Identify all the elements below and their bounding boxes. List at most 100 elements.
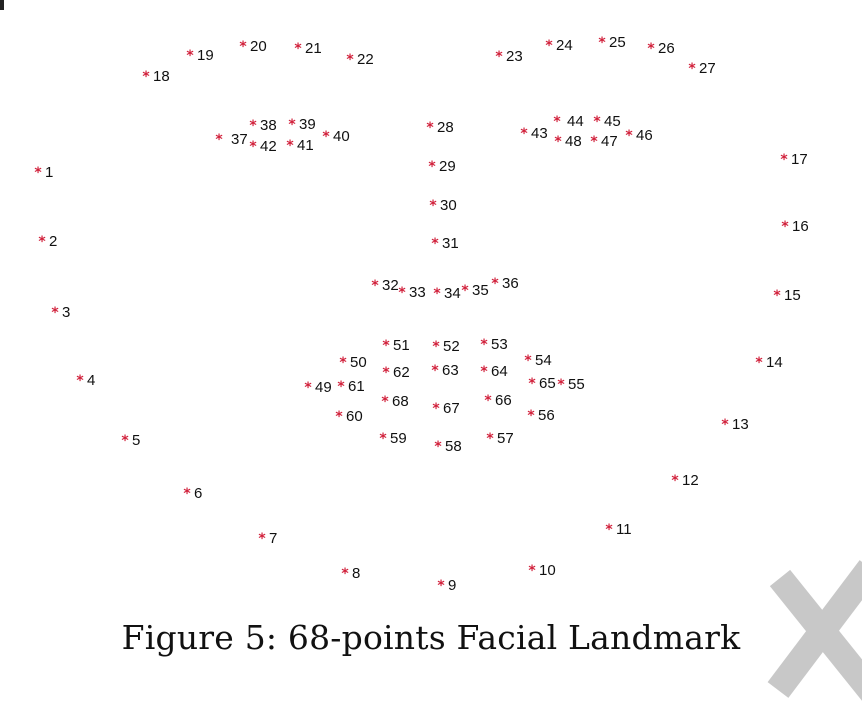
landmark-label: 60	[346, 408, 363, 425]
landmark-label: 17	[791, 151, 808, 168]
landmark-21: * 21	[294, 40, 321, 57]
landmark-label: 21	[305, 40, 322, 57]
landmark-label: 32	[382, 277, 399, 294]
landmark-1: * 1	[34, 164, 53, 181]
landmark-label: 27	[699, 60, 716, 77]
landmark-label: 38	[260, 117, 277, 134]
landmark-marker: *	[527, 408, 535, 424]
landmark-marker: *	[593, 114, 601, 130]
landmark-marker: *	[625, 128, 633, 144]
landmark-label: 52	[443, 338, 460, 355]
landmark-48: * 48	[554, 133, 581, 150]
landmark-marker: *	[371, 278, 379, 294]
landmark-label: 64	[491, 363, 508, 380]
landmark-27: * 27	[688, 60, 715, 77]
landmark-label: 59	[390, 430, 407, 447]
landmark-marker: *	[382, 365, 390, 381]
landmark-62: * 62	[382, 364, 409, 381]
landmark-label: 46	[636, 127, 653, 144]
facial-landmark-diagram: * 1* 2* 3* 4* 5* 6* 7* 8* 9* 10* 11* 12* 13* 14* 15* 16*…	[34, 34, 808, 594]
landmark-marker: *	[249, 139, 257, 155]
landmark-label: 10	[539, 562, 556, 579]
landmark-38: * 38	[249, 117, 276, 134]
landmark-label: 8	[352, 565, 360, 582]
landmark-marker: *	[186, 48, 194, 64]
landmark-label: 49	[315, 379, 332, 396]
landmark-marker: *	[335, 409, 343, 425]
landmark-marker: *	[337, 379, 345, 395]
landmark-45: * 45	[593, 113, 620, 130]
landmark-label: 51	[393, 337, 410, 354]
landmark-65: * 65	[528, 375, 555, 392]
landmark-51: * 51	[382, 337, 409, 354]
landmark-label: 53	[491, 336, 508, 353]
landmark-marker: *	[528, 563, 536, 579]
landmark-marker: *	[484, 393, 492, 409]
landmark-label: 29	[439, 158, 456, 175]
landmark-66: * 66	[484, 392, 511, 409]
landmark-label: 2	[49, 233, 57, 250]
landmark-label: 57	[497, 430, 514, 447]
landmark-marker: *	[495, 49, 503, 65]
landmark-label: 14	[766, 354, 783, 371]
landmark-marker: *	[339, 355, 347, 371]
landmark-label: 23	[506, 48, 523, 65]
landmark-52: * 52	[432, 338, 459, 355]
landmark-label: 42	[260, 138, 277, 155]
landmark-marker: *	[288, 117, 296, 133]
landmark-marker: *	[428, 159, 436, 175]
landmark-label: 1	[45, 164, 53, 181]
landmark-20: * 20	[239, 38, 266, 55]
landmark-42: * 42	[249, 138, 276, 155]
landmark-58: * 58	[434, 438, 461, 455]
landmark-49: * 49	[304, 379, 331, 396]
landmark-marker: *	[183, 486, 191, 502]
landmark-label: 66	[495, 392, 512, 409]
landmark-label: 37	[231, 131, 248, 148]
landmark-64: * 64	[480, 363, 507, 380]
landmark-label: 11	[616, 521, 632, 538]
landmark-label: 22	[357, 51, 374, 68]
landmark-marker: *	[239, 39, 247, 55]
landmark-label: 58	[445, 438, 462, 455]
landmark-marker: *	[294, 41, 302, 57]
landmark-marker: *	[429, 198, 437, 214]
landmark-5: * 5	[121, 432, 140, 449]
landmark-marker: *	[605, 522, 613, 538]
landmark-marker: *	[486, 431, 494, 447]
landmark-marker: *	[346, 52, 354, 68]
landmark-label: 35	[472, 282, 489, 299]
landmark-29: * 29	[428, 158, 455, 175]
landmark-23: * 23	[495, 48, 522, 65]
landmark-marker: *	[520, 126, 528, 142]
landmark-marker: *	[721, 417, 729, 433]
landmark-marker: *	[491, 276, 499, 292]
landmark-7: * 7	[258, 530, 277, 547]
landmark-46: * 46	[625, 127, 652, 144]
landmark-marker: *	[524, 353, 532, 369]
landmark-label: 12	[682, 472, 699, 489]
landmark-33: * 33	[398, 284, 425, 301]
landmark-label: 33	[409, 284, 426, 301]
landmark-marker: *	[432, 339, 440, 355]
landmark-label: 45	[604, 113, 621, 130]
landmark-31: * 31	[431, 235, 458, 252]
landmark-13: * 13	[721, 416, 748, 433]
landmark-label: 68	[392, 393, 409, 410]
landmark-label: 41	[297, 137, 314, 154]
landmark-marker: *	[432, 401, 440, 417]
landmark-marker: *	[142, 69, 150, 85]
landmark-label: 30	[440, 197, 457, 214]
landmark-12: * 12	[671, 472, 698, 489]
landmark-61: * 61	[337, 378, 364, 395]
landmark-19: * 19	[186, 47, 213, 64]
landmark-marker: *	[431, 236, 439, 252]
landmark-3: * 3	[51, 304, 70, 321]
landmark-label: 26	[658, 40, 675, 57]
landmark-17: * 17	[780, 151, 807, 168]
landmark-28: * 28	[426, 119, 453, 136]
landmark-marker: *	[322, 129, 330, 145]
landmark-label: 67	[443, 400, 460, 417]
corner-mark	[0, 0, 4, 10]
landmark-4: * 4	[76, 372, 95, 389]
